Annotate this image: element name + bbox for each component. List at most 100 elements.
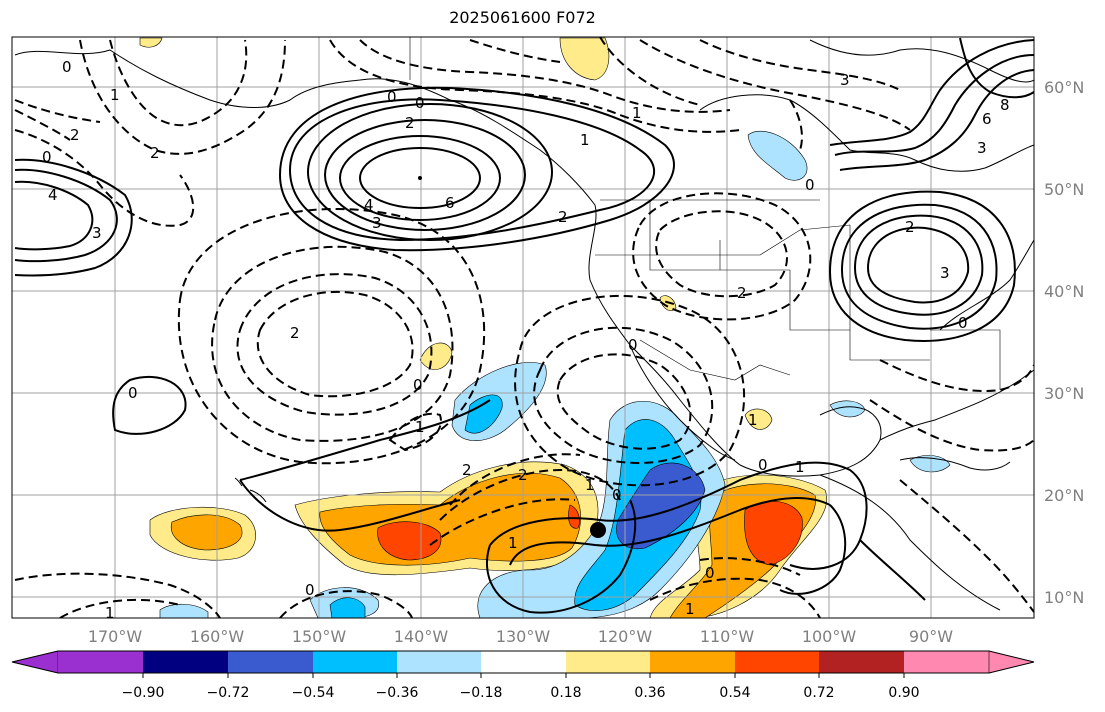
contour-line [779, 504, 847, 595]
contour-label: 1 [415, 418, 425, 436]
contour-line [14, 129, 195, 227]
contour-line [632, 192, 812, 321]
lat-label: 30°N [1044, 384, 1084, 403]
coastline [809, 39, 1034, 83]
lon-label: 140°W [394, 627, 449, 646]
contour-line [655, 210, 788, 298]
contour-line [177, 208, 486, 465]
contour-line [699, 39, 901, 91]
contour-label: 2 [737, 284, 747, 302]
colorbar-tick-label: 0.72 [803, 685, 834, 701]
negative-anomaly-region [329, 597, 366, 618]
map-frame [11, 36, 1035, 619]
contour-label: 0 [628, 336, 638, 354]
negative-anomaly-region [747, 130, 808, 181]
contour-line [239, 479, 461, 532]
contour-label: 6 [445, 194, 455, 212]
contour-label: 2 [150, 144, 160, 162]
contour-line [288, 98, 656, 242]
center-dot [418, 176, 422, 180]
coastline [939, 239, 1034, 331]
colorbar-swatch [481, 651, 566, 673]
lon-label: 110°W [700, 627, 755, 646]
contour-line [14, 99, 101, 123]
contour-line [439, 468, 621, 521]
contour-line [429, 498, 576, 546]
colorbar-swatch [228, 651, 313, 673]
lat-label: 10°N [1044, 588, 1084, 607]
contour-label: 3 [372, 214, 382, 232]
contour-line [869, 399, 1034, 452]
lon-label: 150°W [292, 627, 347, 646]
contour-line [59, 598, 181, 618]
contour-label: 0 [42, 148, 52, 166]
colorbar-swatch [819, 651, 904, 673]
contour-label: 6 [982, 110, 992, 128]
contour-line [899, 479, 1034, 613]
contour-line [959, 37, 1034, 99]
contour-line [533, 326, 714, 464]
lon-label: 130°W [496, 627, 551, 646]
contour-line [329, 39, 741, 133]
contour-line [14, 158, 133, 277]
contour-label: 2 [905, 218, 915, 236]
contour-label: 4 [364, 196, 374, 214]
colorbar-swatch [397, 651, 481, 673]
contour-label: 1 [105, 604, 115, 622]
contour-label: 0 [705, 564, 715, 582]
border-line [720, 269, 850, 331]
positive-anomaly-region [139, 37, 163, 48]
colorbar-swatch [650, 651, 735, 673]
contour-label: 0 [387, 88, 397, 106]
contour-label: 1 [580, 131, 590, 149]
colorbar: −0.90 −0.72 −0.54 −0.36 −0.18 0.18 0.36 … [11, 650, 1035, 701]
colorbar-tick-label: −0.90 [122, 685, 165, 701]
contour-label: 0 [805, 176, 815, 194]
contour-line [866, 226, 970, 304]
lon-label: 120°W [598, 627, 653, 646]
positive-anomaly-region [377, 521, 442, 561]
contour-line [324, 119, 526, 231]
contour-line [828, 190, 1016, 342]
contour-line [859, 539, 926, 601]
lat-label: 60°N [1044, 78, 1084, 97]
contour-line [14, 109, 71, 141]
positive-anomaly-region [744, 408, 773, 430]
lon-label: 160°W [190, 627, 245, 646]
negative-anomaly-region [159, 603, 209, 618]
contour-line [699, 557, 801, 576]
contour-line [109, 39, 248, 127]
contour-line [853, 214, 984, 316]
contour-label: 4 [48, 186, 58, 204]
colorbar-swatch [58, 651, 143, 673]
contour-label: 1 [685, 600, 695, 618]
contour-label: 2 [518, 466, 528, 484]
contour-line [485, 499, 637, 614]
contour-label: 0 [612, 486, 622, 504]
contour-line [388, 412, 442, 452]
contour-line [556, 353, 692, 450]
coastline [249, 489, 267, 503]
coastline [819, 474, 1001, 611]
contour-label: 0 [305, 581, 315, 599]
contour-label: 0 [758, 456, 768, 474]
contour-line [649, 577, 821, 618]
latitude-labels: 60°N 50°N 40°N 30°N 20°N 10°N [1044, 78, 1084, 607]
colorbar-tick-label: −0.36 [376, 685, 419, 701]
positive-anomaly-region [744, 500, 803, 566]
colorbar-swatch [313, 651, 397, 673]
dashed-contours [14, 37, 1034, 618]
contour-label: 8 [1000, 96, 1010, 114]
lat-label: 50°N [1044, 180, 1084, 199]
lon-label: 90°W [909, 627, 953, 646]
contour-label: 0 [128, 384, 138, 402]
contour-line [211, 245, 454, 442]
contour-line [14, 168, 118, 263]
contour-line [469, 39, 561, 63]
negative-anomaly-region [464, 394, 503, 434]
solid-contours [14, 37, 1034, 614]
coastline [899, 457, 1011, 471]
contour-line [239, 399, 491, 481]
contour-label: 2 [558, 208, 568, 226]
